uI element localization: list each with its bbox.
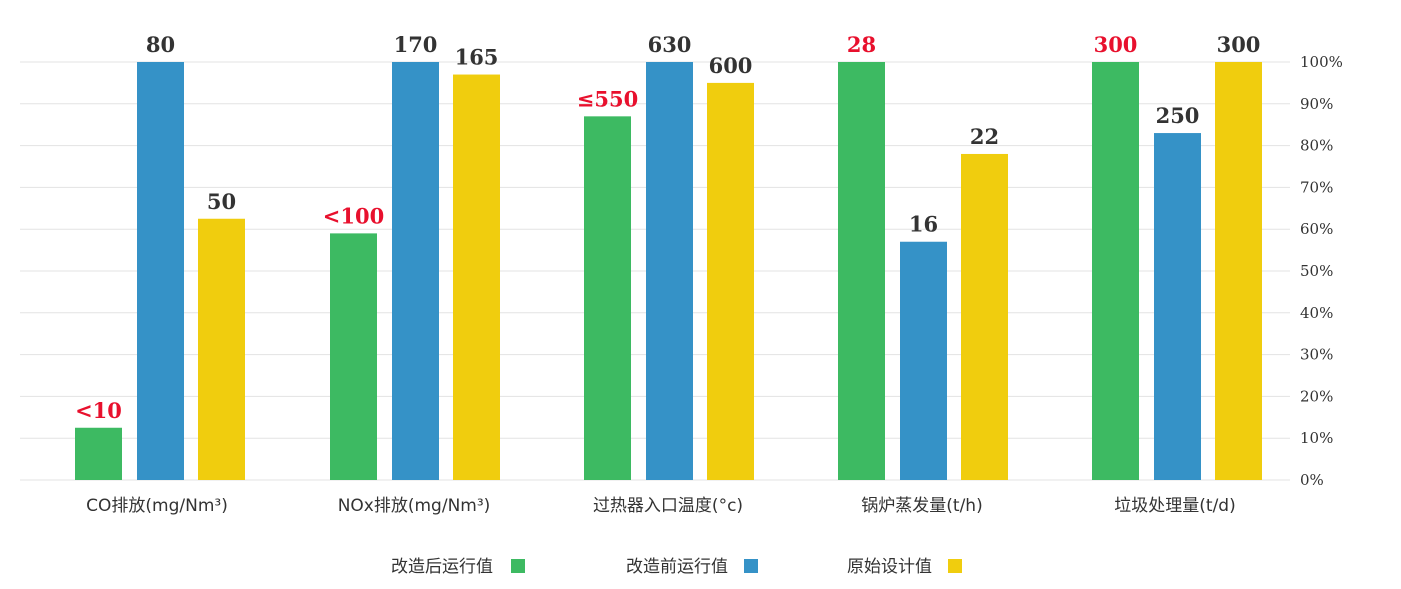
bar	[1092, 62, 1139, 480]
y-tick-label: 80%	[1300, 137, 1333, 155]
bar	[392, 62, 439, 480]
y-tick-label: 90%	[1300, 95, 1333, 113]
y-tick-label: 30%	[1300, 346, 1333, 364]
bar	[1154, 133, 1201, 480]
y-tick-label: 60%	[1300, 220, 1333, 238]
bar	[330, 233, 377, 480]
legend-label: 原始设计值	[847, 557, 932, 577]
legend-swatch	[948, 559, 962, 573]
data-label: <10	[75, 398, 122, 423]
y-tick-label: 50%	[1300, 262, 1333, 280]
bar	[707, 82, 754, 481]
bar	[900, 241, 947, 480]
category-label: 锅炉蒸发量(t/h)	[861, 496, 982, 516]
data-label: 250	[1156, 103, 1200, 128]
legend-label: 改造前运行值	[626, 557, 728, 577]
category-label: 垃圾处理量(t/d)	[1114, 496, 1235, 516]
bar	[1215, 62, 1262, 480]
bar	[961, 153, 1008, 480]
category-label: 过热器入口温度(°c)	[593, 496, 743, 516]
category-label: CO排放(mg/Nm³)	[86, 496, 228, 516]
bar	[646, 62, 693, 480]
y-tick-label: 0%	[1300, 471, 1324, 489]
data-label: <100	[323, 203, 384, 228]
bar	[198, 218, 245, 480]
data-label: 170	[394, 32, 438, 57]
data-label: 50	[207, 189, 236, 214]
data-label: ≤550	[577, 86, 638, 111]
data-label: 165	[455, 45, 499, 70]
data-label: 300	[1094, 32, 1138, 57]
data-label: 300	[1217, 32, 1261, 57]
legend-swatch	[511, 559, 525, 573]
legend-label: 改造后运行值	[391, 557, 493, 577]
bar	[137, 62, 184, 480]
bar	[453, 74, 500, 480]
y-tick-label: 70%	[1300, 178, 1333, 196]
y-tick-label: 10%	[1300, 429, 1333, 447]
category-label: NOx排放(mg/Nm³)	[338, 496, 491, 516]
bar	[584, 116, 631, 480]
data-label: 80	[146, 32, 175, 57]
bar	[838, 62, 885, 480]
data-label: 22	[970, 124, 999, 149]
data-label: 630	[648, 32, 692, 57]
y-tick-label: 20%	[1300, 387, 1333, 405]
data-label: 16	[909, 212, 938, 237]
y-tick-label: 40%	[1300, 304, 1333, 322]
legend-swatch	[744, 559, 758, 573]
bar	[75, 427, 122, 480]
y-tick-label: 100%	[1300, 53, 1343, 71]
data-label: 600	[709, 53, 753, 78]
data-label: 28	[847, 32, 876, 57]
